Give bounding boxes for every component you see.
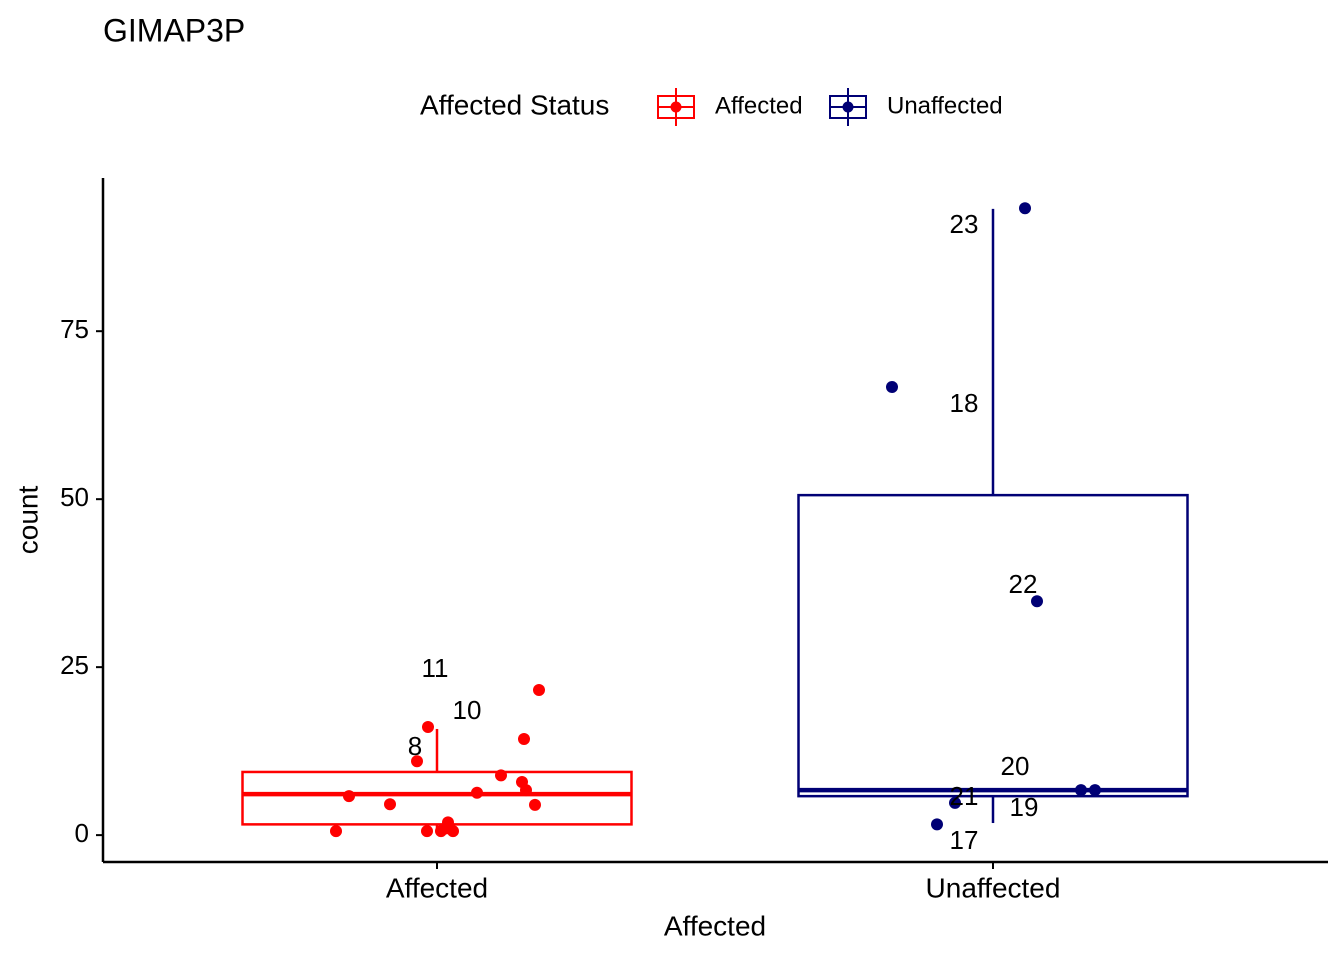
legend-title: Affected Status	[420, 89, 609, 120]
chart-title: GIMAP3P	[103, 12, 245, 48]
legend-label: Affected	[715, 92, 803, 119]
point	[1019, 202, 1031, 215]
point	[886, 380, 898, 393]
point	[1089, 784, 1101, 797]
point	[495, 769, 507, 782]
point	[529, 798, 541, 811]
point	[520, 784, 532, 797]
point	[421, 825, 433, 838]
point-label: 10	[453, 695, 482, 725]
point-label: 17	[950, 825, 979, 855]
y-tick-label: 25	[60, 650, 89, 680]
point	[949, 796, 961, 809]
point-label: 8	[408, 731, 422, 761]
point	[518, 733, 530, 746]
point	[343, 790, 355, 803]
point-label: 11	[422, 653, 449, 683]
y-tick-label: 50	[60, 482, 89, 512]
y-tick-label: 75	[60, 314, 89, 344]
box	[797, 493, 1189, 798]
point	[330, 825, 342, 838]
point	[384, 798, 396, 811]
legend-key-point	[842, 101, 854, 113]
point	[1075, 784, 1087, 797]
y-axis-label: count	[12, 486, 43, 555]
point	[440, 822, 452, 835]
y-tick-label: 0	[75, 818, 89, 848]
point-label: 22	[1009, 569, 1038, 599]
legend-key-point	[670, 101, 682, 113]
point-label: 21	[950, 781, 979, 811]
point	[931, 818, 943, 831]
point	[471, 786, 483, 799]
point-label: 20	[1001, 751, 1030, 781]
point	[411, 755, 423, 768]
point-label: 18	[950, 388, 979, 418]
point	[1031, 595, 1043, 608]
point-label: 19	[1010, 792, 1039, 822]
legend-label: Unaffected	[887, 92, 1003, 119]
x-tick-label: Unaffected	[926, 872, 1061, 903]
point	[422, 720, 434, 733]
x-tick-label: Affected	[386, 872, 488, 903]
box	[241, 770, 633, 826]
point	[533, 683, 545, 696]
x-axis-label: Affected	[664, 910, 766, 941]
point-label: 23	[950, 209, 979, 239]
